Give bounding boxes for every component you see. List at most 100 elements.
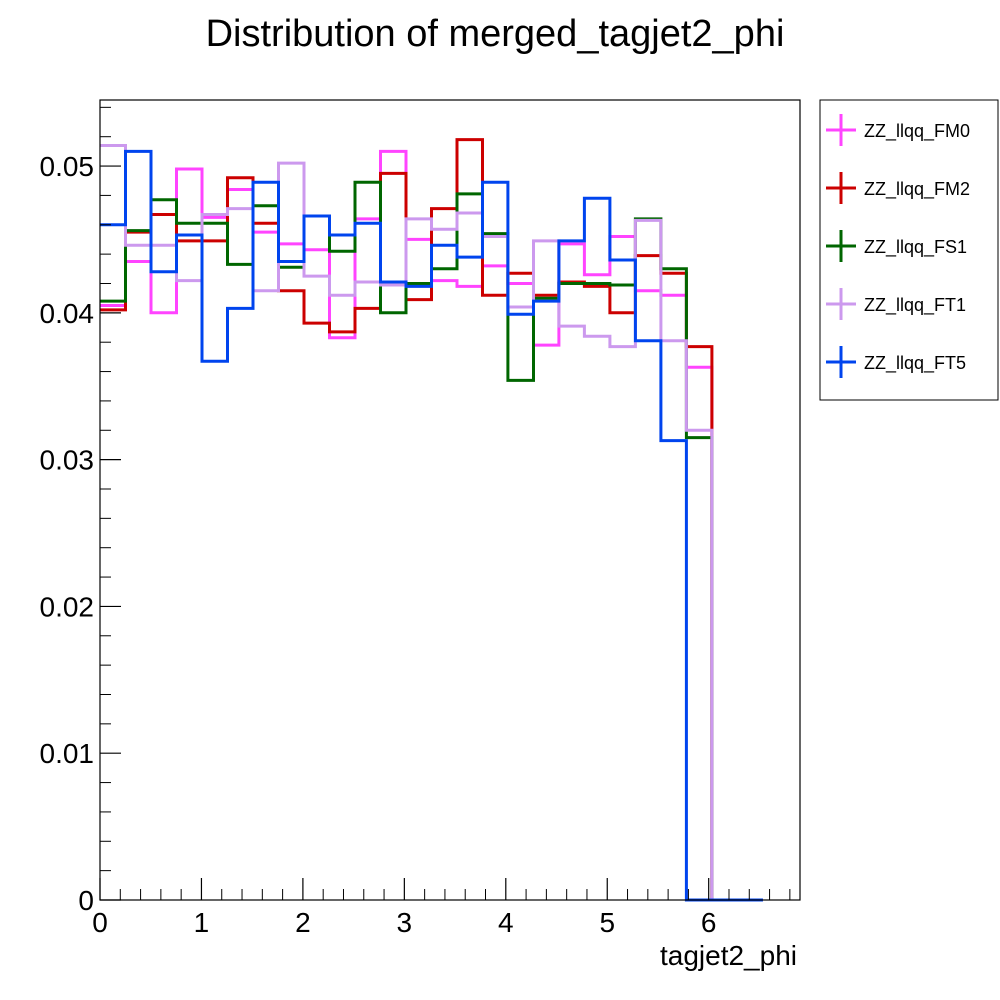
bin-point-3-19 [596,335,598,338]
bin-point-1-16 [519,272,522,275]
bin-point-3-3 [188,279,190,282]
bin-point-4-19 [596,197,598,200]
bin-point-0-7 [290,243,293,245]
legend-label: ZZ_llqq_FS1 [864,237,967,258]
bin-point-0-19 [596,273,598,276]
bin-point-4-16 [519,313,522,316]
bin-point-4-2 [162,270,165,273]
bin-point-3-15 [494,235,497,238]
bin-point-2-3 [188,222,190,225]
bin-point-1-7 [290,290,293,292]
bin-point-3-7 [290,162,293,164]
bin-point-2-9 [341,250,344,252]
bin-point-2-11 [392,312,395,314]
bin-point-3-12 [417,218,420,220]
bin-point-2-20 [621,284,624,286]
x-tick-label: 4 [498,907,514,938]
bin-point-0-10 [366,218,369,220]
bin-point-3-4 [213,213,216,216]
bin-point-2-1 [137,229,139,232]
y-tick-label: 0.03 [40,445,95,476]
bin-point-2-6 [264,204,267,207]
bin-point-0-4 [213,216,216,219]
y-tick-label: 0.04 [40,298,95,329]
bin-point-4-11 [392,281,395,283]
bin-point-1-19 [596,285,598,288]
bin-point-4-3 [188,234,190,236]
bin-point-4-4 [213,360,216,363]
series-layer [100,138,763,902]
bin-point-4-7 [290,260,293,263]
bin-point-2-18 [570,282,573,285]
bin-point-1-3 [188,240,190,242]
y-tick-label: 0.05 [40,151,95,182]
bin-point-2-19 [596,282,598,285]
bin-point-1-23 [698,345,700,348]
bin-point-0-5 [239,188,241,191]
bin-point-2-10 [366,181,369,183]
bin-point-1-0 [111,309,114,311]
bin-point-0-0 [111,304,114,307]
bin-point-4-20 [621,259,624,261]
bin-point-4-21 [647,339,649,342]
bin-point-1-4 [213,240,216,242]
x-axis-title: tagjet2_phi [660,940,797,971]
bin-point-0-18 [570,243,573,245]
y-tick-label: 0.02 [40,591,95,622]
bin-point-2-14 [468,193,471,195]
bin-point-3-13 [443,228,446,230]
bin-point-1-5 [239,177,241,179]
bin-point-4-14 [468,256,471,258]
bin-point-2-0 [111,300,114,302]
chart-title: Distribution of merged_tagjet2_phi [206,13,785,55]
bin-point-3-11 [392,284,395,286]
bin-point-0-11 [392,150,395,153]
bin-point-3-8 [315,275,318,277]
bin-point-1-12 [417,298,420,301]
y-tick-label: 0.01 [40,738,95,769]
bin-point-2-7 [290,266,293,269]
bin-point-1-14 [468,138,471,141]
bin-point-3-22 [672,339,675,342]
bin-point-0-9 [341,337,344,339]
bin-point-3-6 [264,290,267,292]
bin-point-2-17 [545,297,547,300]
bin-point-3-2 [162,244,165,247]
bin-point-0-12 [417,238,420,241]
bin-point-0-15 [494,265,497,267]
bin-point-0-2 [162,312,165,314]
bin-point-3-9 [341,294,344,297]
bin-point-0-17 [545,344,547,346]
bin-point-1-2 [162,213,165,216]
bin-point-4-8 [315,215,318,217]
bin-point-0-3 [188,168,190,170]
x-tick-label: 1 [194,907,210,938]
bin-point-0-16 [519,282,522,285]
bin-point-0-14 [468,285,471,288]
bin-point-0-20 [621,235,624,238]
bin-point-1-8 [315,322,318,324]
bin-point-0-13 [443,279,446,282]
bin-point-4-18 [570,240,573,242]
bin-point-4-6 [264,181,267,183]
legend-label: ZZ_llqq_FT1 [864,295,966,316]
bin-point-1-13 [443,207,446,210]
bin-point-1-22 [672,272,675,275]
legend-label: ZZ_llqq_FT5 [864,353,966,374]
bin-point-1-9 [341,331,344,333]
bin-point-4-0 [111,224,114,226]
bin-point-4-1 [137,150,139,153]
bin-point-3-23 [698,429,700,432]
bin-point-3-14 [468,212,471,214]
bin-point-0-1 [137,260,139,263]
bin-point-4-5 [239,307,241,310]
bin-point-4-15 [494,181,497,183]
bin-point-4-9 [341,234,344,236]
bin-point-3-18 [570,325,573,327]
series-line-3 [100,144,763,902]
bin-point-3-17 [545,240,547,242]
bin-point-0-23 [698,366,700,369]
bin-point-2-15 [494,232,497,235]
x-tick-label: 0 [92,907,108,938]
